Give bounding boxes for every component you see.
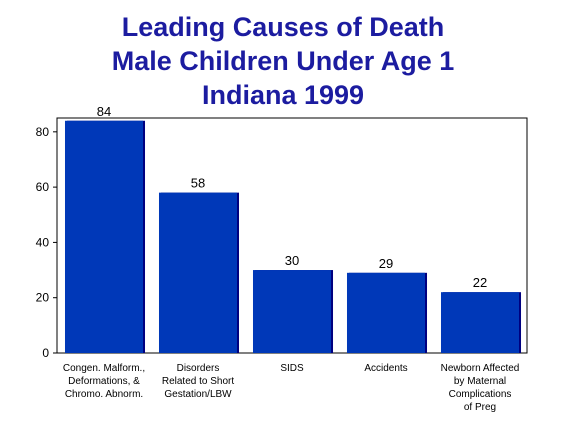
y-tick-label: 0 [42, 346, 49, 360]
x-axis: Congen. Malform., Deformations, & Chromo. … [63, 363, 520, 413]
y-tick-label: 80 [36, 125, 50, 139]
bar [64, 120, 144, 353]
x-tick-label: Deformations, & [68, 376, 140, 387]
x-tick-label: of Preg [464, 402, 496, 413]
chart-title: Leading Causes of Death Male Children Un… [0, 10, 566, 112]
x-tick-label: SIDS [280, 363, 304, 374]
bars [64, 120, 522, 353]
x-tick-label: Congen. Malform., [63, 363, 145, 374]
chart-title-line-3: Indiana 1999 [201, 80, 365, 110]
y-tick-label: 60 [36, 180, 50, 194]
chart-title-line-2: Male Children Under Age 1 [111, 46, 455, 76]
data-label: 58 [191, 176, 205, 191]
data-label: 22 [473, 275, 487, 290]
bar [158, 192, 238, 353]
data-labels: 84 58 30 29 22 [97, 104, 487, 290]
x-tick-label: Chromo. Abnorm. [65, 389, 143, 400]
x-tick-label: Complications [449, 389, 512, 400]
bar [440, 292, 520, 353]
x-tick-label: Disorders [177, 363, 220, 374]
x-tick-label: Accidents [364, 363, 407, 374]
bar [252, 270, 332, 353]
y-axis: 0 20 40 60 80 [36, 125, 57, 360]
data-label: 84 [97, 104, 111, 119]
data-label: 29 [379, 256, 393, 271]
x-tick-label: by Maternal [454, 376, 506, 387]
data-label: 30 [285, 253, 299, 268]
x-tick-label: Related to Short [162, 376, 234, 387]
y-tick-label: 40 [36, 235, 50, 249]
bar [346, 272, 426, 353]
x-tick-label: Newborn Affected [441, 363, 520, 374]
y-tick-label: 20 [36, 291, 50, 305]
x-tick-label: Gestation/LBW [164, 389, 232, 400]
chart-title-line-1: Leading Causes of Death [121, 12, 445, 42]
